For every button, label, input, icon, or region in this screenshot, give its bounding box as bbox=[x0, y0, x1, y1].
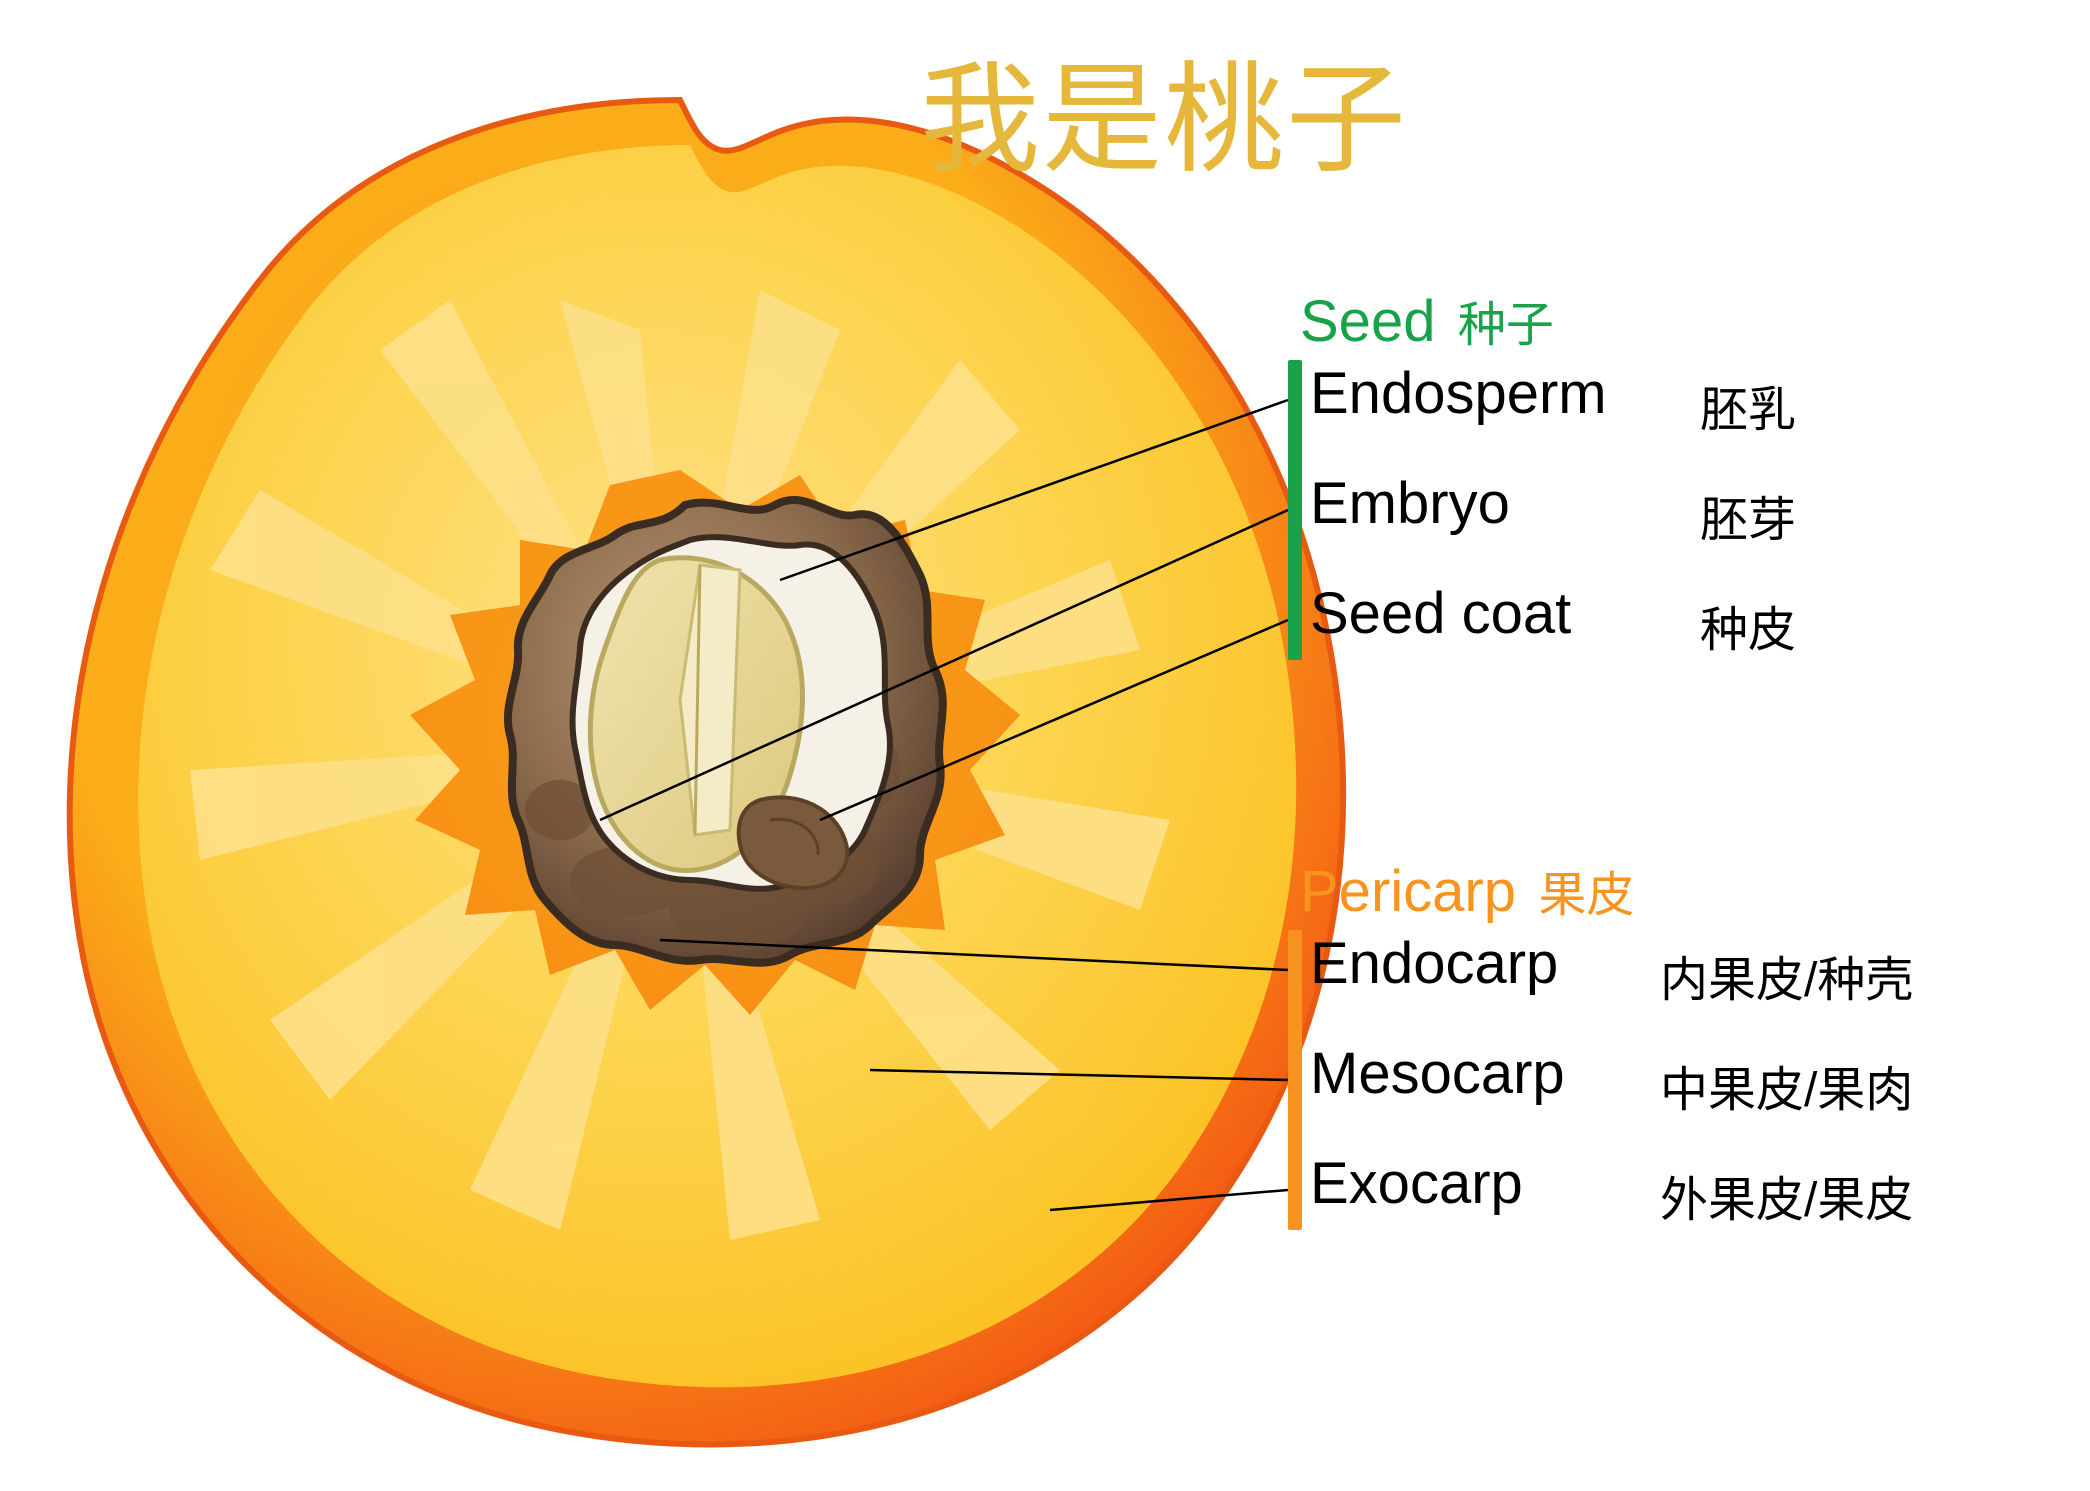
seed-header: Seed 种子 bbox=[1300, 285, 1554, 355]
peach-illustration bbox=[0, 0, 2090, 1491]
label-embryo-zh: 胚芽 bbox=[1700, 480, 1796, 550]
label-endosperm-zh: 胚乳 bbox=[1700, 370, 1796, 440]
seed-header-en: Seed bbox=[1300, 289, 1435, 354]
label-exocarp-en: Exocarp bbox=[1310, 1150, 1523, 1217]
pericarp-header-en: Pericarp bbox=[1300, 859, 1516, 924]
label-exocarp: Exocarp bbox=[1310, 1150, 1523, 1217]
label-seedcoat-en: Seed coat bbox=[1310, 580, 1571, 647]
label-endocarp-zh: 内果皮/种壳 bbox=[1660, 940, 1913, 1010]
label-mesocarp-en: Mesocarp bbox=[1310, 1040, 1565, 1107]
label-endocarp: Endocarp bbox=[1310, 930, 1558, 997]
seed-bracket bbox=[1288, 360, 1302, 660]
seed-header-zh: 种子 bbox=[1458, 299, 1554, 352]
pericarp-header-zh: 果皮 bbox=[1538, 869, 1634, 922]
label-embryo-en: Embryo bbox=[1310, 470, 1510, 537]
label-seedcoat-zh: 种皮 bbox=[1700, 590, 1796, 660]
label-mesocarp-zh: 中果皮/果肉 bbox=[1660, 1050, 1913, 1120]
diagram-title: 我是桃子 bbox=[920, 22, 1408, 196]
label-endocarp-en: Endocarp bbox=[1310, 930, 1558, 997]
label-embryo: Embryo bbox=[1310, 470, 1510, 537]
pericarp-bracket bbox=[1288, 930, 1302, 1230]
label-endosperm-en: Endosperm bbox=[1310, 360, 1607, 427]
label-exocarp-zh: 外果皮/果皮 bbox=[1660, 1160, 1913, 1230]
label-seedcoat: Seed coat bbox=[1310, 580, 1571, 647]
pericarp-header: Pericarp 果皮 bbox=[1300, 855, 1634, 925]
label-mesocarp: Mesocarp bbox=[1310, 1040, 1565, 1107]
label-endosperm: Endosperm bbox=[1310, 360, 1607, 427]
diagram-canvas: 我是桃子 Seed 种子 Endosperm 胚乳 Embryo 胚芽 Seed… bbox=[0, 0, 2090, 1491]
